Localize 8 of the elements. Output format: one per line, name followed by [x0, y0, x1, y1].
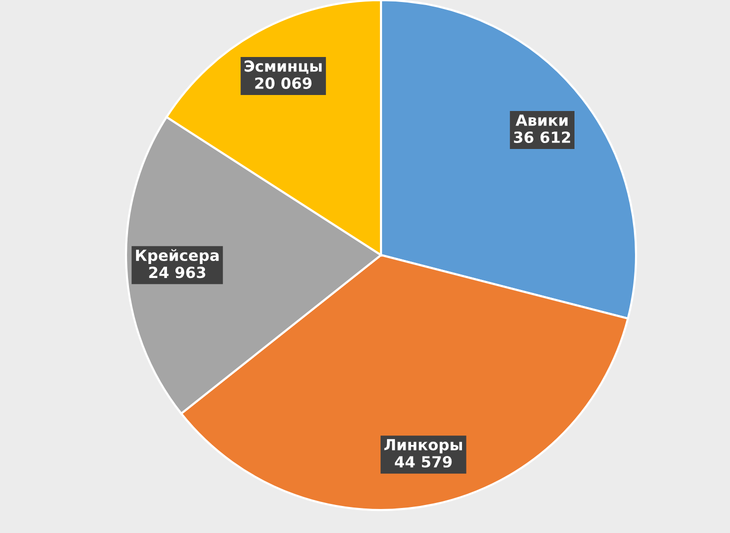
- slice-label: Линкоры: [384, 439, 462, 454]
- data-label: 44 579: [394, 456, 452, 468]
- data-label: 36 612: [514, 131, 570, 144]
- slice-label: Эсминцы: [244, 60, 322, 74]
- data-label: 20 069: [255, 77, 312, 89]
- slice-label: Крейсера: [136, 249, 219, 264]
- slice-label: Авики: [516, 114, 568, 126]
- data-label: 24 963: [149, 266, 206, 278]
